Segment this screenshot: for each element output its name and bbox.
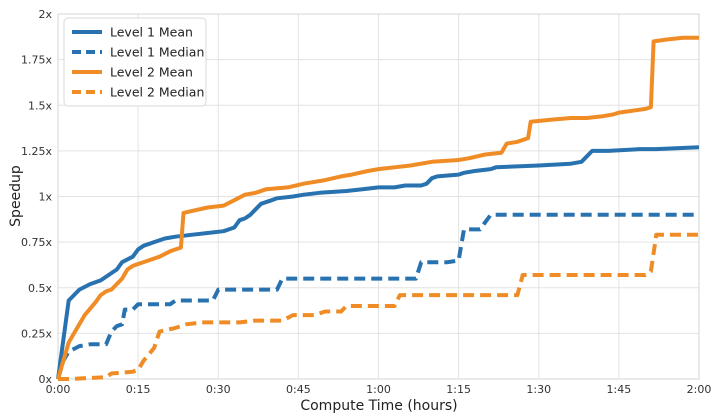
x-axis-label: Compute Time (hours)	[300, 398, 457, 414]
y-tick-label: 0x	[38, 373, 52, 386]
y-tick-label: 1x	[38, 191, 52, 204]
y-tick-label: 0.5x	[28, 282, 52, 295]
x-tick-label: 0:15	[126, 383, 151, 396]
legend-label: Level 2 Median	[110, 85, 204, 100]
tick-labels: 0x 0.25x 0.5x 0.75x 1x 1.25x 1.5x 1.75x 2x 0:00 0:…	[21, 8, 711, 396]
x-tick-label: 0:00	[46, 383, 71, 396]
legend: Level 1 Mean Level 1 Median Level 2 Mean Le…	[63, 17, 207, 107]
x-tick-label: 1:30	[526, 383, 551, 396]
x-tick-label: 0:45	[286, 383, 311, 396]
legend-label: Level 1 Mean	[110, 25, 193, 40]
x-tick-label: 0:30	[206, 383, 231, 396]
axes	[57, 13, 700, 380]
series-lines	[56, 35, 700, 381]
legend-label: Level 1 Median	[110, 45, 204, 60]
y-tick-label: 1.25x	[21, 145, 52, 158]
y-tick-label: 2x	[38, 8, 52, 21]
x-tick-label: 1:00	[366, 383, 391, 396]
plot-frame	[57, 13, 700, 380]
y-tick-label: 0.75x	[21, 236, 52, 249]
x-tick-label: 2:00	[687, 383, 712, 396]
legend-label: Level 2 Mean	[110, 65, 193, 80]
y-axis-label: Speedup	[8, 165, 24, 227]
x-tick-label: 1:15	[446, 383, 471, 396]
y-tick-label: 0.25x	[21, 327, 52, 340]
y-tick-label: 1.75x	[21, 54, 52, 67]
legend-box	[63, 17, 207, 107]
series-line-level-2-mean	[56, 35, 699, 380]
y-tick-label: 1.5x	[28, 99, 52, 112]
x-tick-label: 1:45	[607, 383, 632, 396]
series-line-level-1-mean	[56, 145, 700, 380]
series-line-level-2-median	[58, 232, 699, 381]
series-line-level-1-median	[56, 212, 699, 380]
